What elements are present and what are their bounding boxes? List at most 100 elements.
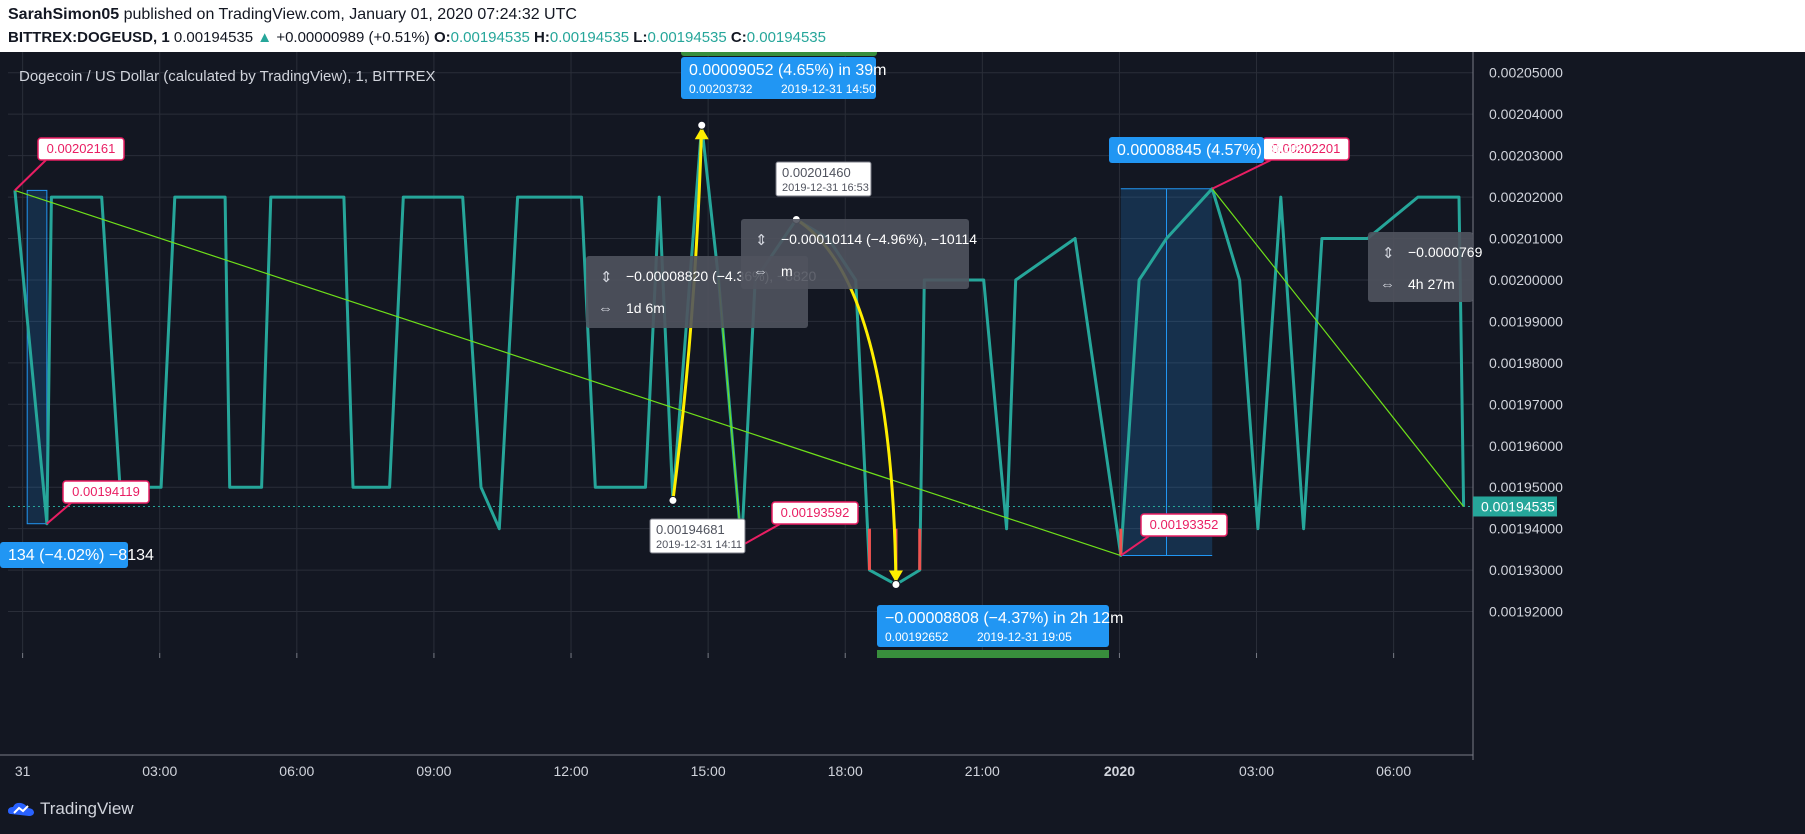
price-tick-label: 0.00202000	[1489, 189, 1563, 205]
trough-measure-box-text: −0.00008808 (−4.37%) in 2h 12m	[885, 610, 1123, 627]
last-price: 0.00194535	[173, 29, 254, 46]
time-tick-label: 03:00	[1239, 763, 1274, 779]
peak-measure-box-price: 0.00203732	[689, 82, 753, 96]
time-tick-label: 06:00	[279, 763, 314, 779]
publish-line: SarahSimon05 published on TradingView.co…	[8, 6, 577, 24]
price-note-top[interactable]	[775, 161, 872, 197]
time-range-icon: ⇔	[753, 263, 768, 280]
price-callout-text: 0.00202201	[1272, 141, 1341, 156]
price-callout-text: 0.00193592	[781, 505, 850, 520]
price-callout-text: 0.00202161	[47, 141, 116, 156]
fall-arrowhead-icon	[888, 570, 903, 583]
price-tick-label: 0.00198000	[1489, 355, 1563, 371]
time-tick-label: 2020	[1104, 763, 1135, 779]
rise-arrowhead-icon	[694, 127, 709, 140]
time-axis[interactable]: 31 03:00 06:00 09:00 12:00 15:00 18:00 21:00 202…	[0, 653, 1473, 779]
measure-zones	[26, 188, 1213, 557]
symbol-name[interactable]: BITTREX:DOGEUSD, 1	[8, 29, 170, 46]
peak-measure-box-time: 2019-12-31 14:50	[781, 82, 876, 96]
brand-name: TradingView	[40, 799, 134, 818]
price-tick-label: 0.00200000	[1489, 272, 1563, 288]
left-measure-box[interactable]	[0, 542, 128, 568]
price-note-low[interactable]	[649, 518, 746, 554]
time-tick-label: 06:00	[1376, 763, 1411, 779]
close-label: C:	[730, 29, 747, 46]
chart-header: SarahSimon05 published on TradingView.co…	[0, 0, 1805, 52]
price-axis[interactable]: 0.00205000 0.00204000 0.00203000 0.00202000…	[1472, 52, 1563, 760]
left-range-panel-time: 1d 6m	[626, 300, 665, 316]
symbol-line: BITTREX:DOGEUSD, 1 0.00194535 ▲ +0.00000…	[8, 29, 826, 46]
anchor-point[interactable]	[697, 120, 707, 130]
right-range-panel[interactable]	[1368, 232, 1473, 302]
up-arrow-icon: ▲	[257, 29, 273, 46]
price-tick-label: 0.00197000	[1489, 396, 1563, 412]
time-tick-label: 15:00	[691, 763, 726, 779]
low-label: L:	[633, 29, 648, 46]
right-measure-box-text: 0.00008845 (4.57%) 8845	[1117, 142, 1302, 159]
time-tick-label: 03:00	[142, 763, 177, 779]
footer-brand[interactable]: TradingView	[8, 799, 134, 819]
open-label: O:	[433, 29, 451, 46]
chart-title: Dogecoin / US Dollar (calculated by Trad…	[19, 68, 436, 85]
price-callout[interactable]	[1140, 513, 1228, 537]
price-range-icon: ⇕	[600, 269, 613, 286]
price-tick-label: 0.00203000	[1489, 148, 1563, 164]
price-callout-text: 0.00194119	[72, 484, 140, 499]
price-range-icon: ⇕	[1382, 245, 1395, 262]
author-name[interactable]: SarahSimon05	[8, 6, 120, 23]
high-value: 0.00194535	[549, 29, 630, 46]
price-callout-pointer	[46, 502, 72, 525]
price-callout[interactable]	[62, 480, 150, 504]
price-range-icon: ⇕	[755, 232, 768, 249]
price-note-top-price: 0.00201460	[782, 165, 851, 180]
time-tick-label: 18:00	[828, 763, 863, 779]
annotation-labels[interactable]: 0.00202161 0.00194119 0.00193592 0.00193352…	[0, 52, 1483, 658]
time-tick-label: 09:00	[416, 763, 451, 779]
trend-line-right[interactable]	[1211, 188, 1465, 507]
price-change: +0.00000989 (+0.51%)	[276, 29, 430, 46]
high-label: H:	[534, 29, 550, 46]
trough-measure-box[interactable]	[877, 605, 1109, 647]
trough-measure-box-price: 0.00192652	[885, 630, 949, 644]
price-callout-pointer	[14, 159, 47, 192]
peak-measure-box[interactable]	[681, 57, 876, 99]
time-tick-label: 21:00	[965, 763, 1000, 779]
anchor-point[interactable]	[668, 495, 678, 505]
price-callout[interactable]	[37, 137, 125, 161]
open-value: 0.00194535	[450, 29, 530, 46]
price-tick-label: 0.00204000	[1489, 106, 1563, 122]
last-price-badge-text: 0.00194535	[1481, 498, 1555, 514]
left-measure-box-text: 134 (−4.02%) −8134	[8, 547, 154, 564]
last-price-badge[interactable]	[1473, 496, 1557, 517]
chart-background	[0, 52, 1805, 834]
low-value: 0.00194535	[647, 29, 727, 46]
time-range-icon: ⇔	[598, 300, 613, 317]
price-note-top-time: 2019-12-31 16:53	[782, 182, 869, 194]
publish-info: published on TradingView.com, January 01…	[123, 6, 577, 23]
price-tick-label: 0.00195000	[1489, 479, 1563, 495]
price-tick-label: 0.00193000	[1489, 562, 1563, 578]
green-top-badge[interactable]	[681, 52, 877, 56]
anchor-point[interactable]	[891, 580, 901, 590]
price-chart[interactable]: 0.00205000 0.00204000 0.00203000 0.00202000…	[0, 52, 1805, 834]
price-note-low-price: 0.00194681	[656, 522, 725, 537]
mid-range-panel[interactable]	[741, 219, 969, 289]
right-measure-box[interactable]	[1109, 137, 1264, 163]
trend-line-main[interactable]	[14, 189, 1121, 557]
price-callout-pointer	[1211, 159, 1272, 190]
price-tick-label: 0.00192000	[1489, 604, 1563, 620]
time-range-icon: ⇔	[1380, 276, 1395, 293]
peak-measure-box-text: 0.00009052 (4.65%) in 39m	[689, 62, 886, 79]
right-range-panel-value: −0.0000769	[1408, 244, 1483, 260]
price-callout-pointer	[1120, 535, 1150, 557]
price-tick-label: 0.00201000	[1489, 231, 1563, 247]
mid-range-panel-time: m	[781, 263, 793, 279]
time-tick-label: 12:00	[554, 763, 589, 779]
right-range-panel-time: 4h 27m	[1408, 276, 1455, 292]
mid-range-panel-value: −0.00010114 (−4.96%), −10114	[781, 231, 977, 247]
price-callout-pointer	[741, 523, 781, 547]
price-callout[interactable]	[771, 501, 859, 525]
price-tick-label: 0.00196000	[1489, 438, 1563, 454]
price-tick-label: 0.00199000	[1489, 313, 1563, 329]
left-measure-zone[interactable]	[26, 189, 48, 525]
